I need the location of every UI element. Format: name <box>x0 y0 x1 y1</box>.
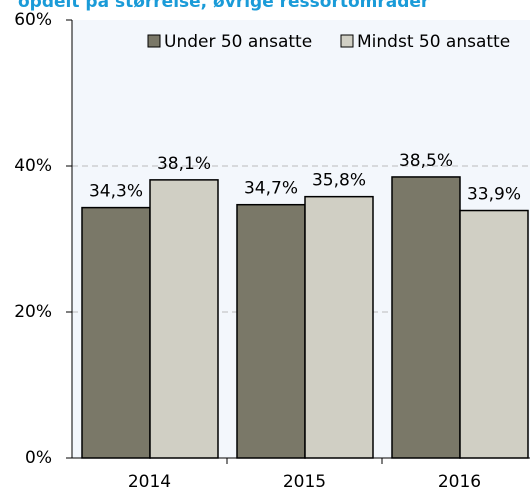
legend-label: Under 50 ansatte <box>164 32 312 52</box>
value-label: 34,7% <box>244 179 298 199</box>
bar <box>149 179 219 459</box>
bar <box>81 206 151 459</box>
x-tick-label: 2015 <box>283 472 326 492</box>
value-label: 33,9% <box>467 185 521 205</box>
y-tick-label: 60% <box>14 10 52 30</box>
bar <box>236 203 306 459</box>
value-label: 38,5% <box>399 151 453 171</box>
bar <box>391 176 461 459</box>
chart-title: opdelt på størrelse, øvrige ressortområd… <box>18 0 430 12</box>
value-label: 34,3% <box>89 182 143 202</box>
y-tick-label: 40% <box>14 156 52 176</box>
legend-swatch <box>147 34 161 48</box>
legend-swatch <box>340 34 354 48</box>
bar <box>304 195 374 459</box>
legend-label: Mindst 50 ansatte <box>357 32 510 52</box>
x-tick-label: 2014 <box>128 472 171 492</box>
y-tick-label: 0% <box>25 448 52 468</box>
bar <box>459 209 529 459</box>
x-tick-label: 2016 <box>438 472 481 492</box>
y-tick-label: 20% <box>14 302 52 322</box>
value-label: 38,1% <box>157 154 211 174</box>
value-label: 35,8% <box>312 171 366 191</box>
